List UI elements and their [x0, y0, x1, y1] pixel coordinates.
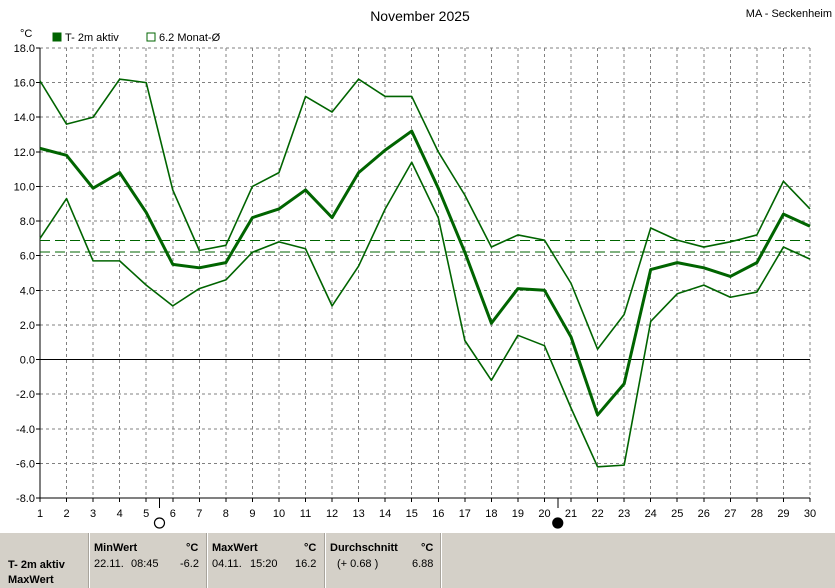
- y-tick-label: 4.0: [20, 285, 35, 297]
- y-tick-label: 6.0: [20, 251, 35, 263]
- reference-lines: [40, 239, 810, 253]
- avg-unit: °C: [421, 542, 434, 554]
- x-tick-label: 8: [223, 508, 229, 520]
- y-tick-label: -8.0: [16, 493, 35, 505]
- max-unit: °C: [304, 542, 317, 554]
- y-tick-label: 2.0: [20, 320, 35, 332]
- x-tick-label: 14: [379, 508, 391, 520]
- x-tick-label: 9: [249, 508, 255, 520]
- x-tick-label: 12: [326, 508, 338, 520]
- x-tick-label: 19: [512, 508, 524, 520]
- avg-header: Durchschnitt: [330, 542, 398, 554]
- x-tick-label: 21: [565, 508, 577, 520]
- new-moon-icon: [552, 517, 564, 529]
- y-tick-label: -6.0: [16, 458, 35, 470]
- y-tick-label: 12.0: [14, 147, 35, 159]
- x-tick-label: 29: [777, 508, 789, 520]
- min-date: 22.11.: [94, 558, 124, 570]
- x-tick-label: 1: [37, 508, 43, 520]
- x-tick-label: 26: [698, 508, 710, 520]
- max-time: 15:20: [250, 558, 278, 570]
- x-tick-label: 25: [671, 508, 683, 520]
- y-tick-label: 14.0: [14, 112, 35, 124]
- x-tick-label: 7: [196, 508, 202, 520]
- x-tick-label: 30: [804, 508, 816, 520]
- legend: T- 2m aktiv 6.2 Monat-Ø: [52, 32, 221, 44]
- series-line-max: [39, 78, 811, 350]
- row-label-sensor: T- 2m aktiv: [8, 559, 65, 571]
- x-tick-label: 3: [90, 508, 96, 520]
- y-tick-label: 10.0: [14, 181, 35, 193]
- x-axis-ticks: 1 2 3 4 5 6 7 8 9 10 11 12 13 14 15 16 17 18 19 20 21 22 23 24 2…: [37, 498, 816, 520]
- x-tick-label: 16: [432, 508, 444, 520]
- x-tick-label: 11: [300, 508, 311, 520]
- x-tick-label: 5: [143, 508, 149, 520]
- legend-label-average: 6.2 Monat-Ø: [159, 32, 221, 44]
- y-tick-label: 0.0: [20, 355, 35, 367]
- unit-label: °C: [20, 28, 32, 40]
- x-tick-label: 6: [170, 508, 176, 520]
- grid: [39, 47, 811, 499]
- statistics-footer: T- 2m aktiv MaxWert MinWert °C 22.11. 08…: [0, 533, 835, 588]
- x-tick-label: 27: [724, 508, 736, 520]
- station-label: MA - Seckenheim: [746, 8, 832, 20]
- y-tick-label: -2.0: [16, 389, 35, 401]
- avg-value: 6.88: [412, 558, 434, 570]
- x-tick-label: 15: [406, 508, 418, 520]
- x-tick-label: 10: [273, 508, 285, 520]
- x-tick-label: 17: [459, 508, 471, 520]
- temperature-chart: November 2025 MA - Seckenheim °C T- 2m a…: [14, 8, 832, 529]
- legend-swatch-average: [146, 32, 156, 42]
- x-tick-label: 4: [117, 508, 123, 520]
- chart-title: November 2025: [370, 8, 470, 24]
- x-tick-label: 28: [751, 508, 763, 520]
- legend-swatch-actual: [52, 32, 62, 42]
- moon-phases: [153, 498, 564, 529]
- legend-label-actual: T- 2m aktiv: [65, 32, 119, 44]
- x-tick-label: 23: [618, 508, 630, 520]
- x-tick-label: 24: [645, 508, 657, 520]
- x-tick-label: 22: [591, 508, 603, 520]
- full-moon-icon: [153, 517, 166, 529]
- x-tick-label: 18: [485, 508, 497, 520]
- avg-diff: (+ 0.68 ): [337, 558, 379, 570]
- min-unit: °C: [186, 542, 199, 554]
- max-date: 04.11.: [212, 558, 242, 570]
- y-tick-label: -4.0: [16, 424, 35, 436]
- min-value: -6.2: [180, 558, 199, 570]
- row-label-maxwert: MaxWert: [8, 574, 54, 586]
- series-line-min: [39, 161, 811, 468]
- x-tick-label: 2: [63, 508, 69, 520]
- y-axis-ticks: 18.0 16.0 14.0 12.0 10.0 8.0 6.0 4.0 2.0 0.0 -2.0 -…: [14, 43, 40, 505]
- max-value: 16.2: [295, 558, 317, 570]
- y-tick-label: 8.0: [20, 216, 35, 228]
- series-lines: [39, 78, 811, 468]
- y-tick-label: 18.0: [14, 43, 35, 55]
- x-tick-label: 20: [538, 508, 550, 520]
- y-tick-label: 16.0: [14, 78, 35, 90]
- x-tick-label: 13: [352, 508, 364, 520]
- min-header: MinWert: [94, 542, 138, 554]
- series-line-mean: [39, 129, 811, 417]
- min-time: 08:45: [131, 558, 159, 570]
- max-header: MaxWert: [212, 542, 258, 554]
